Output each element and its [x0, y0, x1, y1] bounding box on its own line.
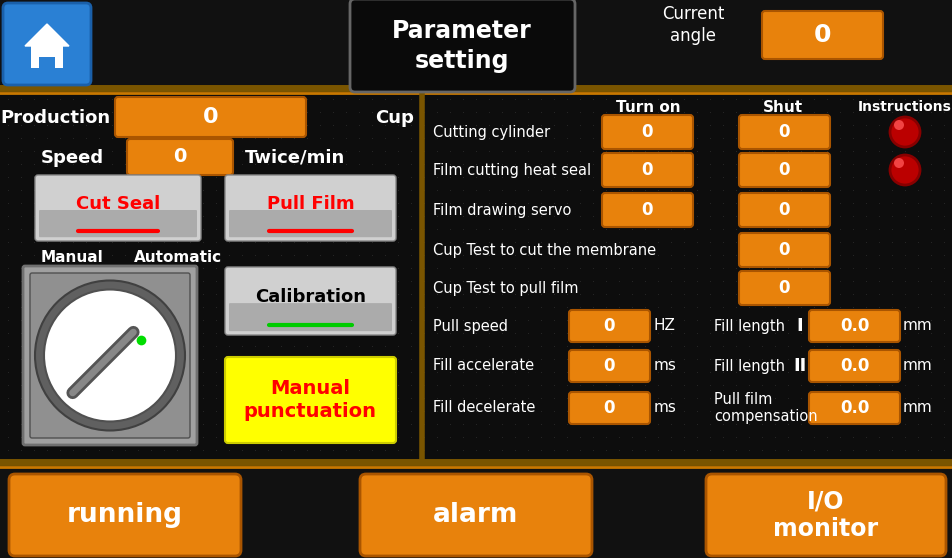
Text: Manual
punctuation: Manual punctuation — [244, 379, 376, 421]
FancyBboxPatch shape — [228, 210, 391, 237]
Text: alarm: alarm — [433, 502, 518, 528]
FancyBboxPatch shape — [39, 57, 55, 68]
FancyBboxPatch shape — [115, 97, 306, 137]
FancyBboxPatch shape — [228, 303, 391, 331]
Text: running: running — [67, 502, 183, 528]
FancyBboxPatch shape — [225, 175, 396, 241]
FancyBboxPatch shape — [9, 474, 241, 556]
Circle shape — [889, 117, 919, 147]
Text: 0: 0 — [641, 201, 652, 219]
Circle shape — [893, 158, 903, 168]
FancyBboxPatch shape — [225, 357, 396, 443]
Text: mm: mm — [902, 319, 932, 334]
Text: 0: 0 — [778, 201, 789, 219]
FancyBboxPatch shape — [3, 3, 90, 85]
Text: 0: 0 — [813, 23, 830, 47]
Text: mm: mm — [902, 358, 932, 373]
Text: 0.0: 0.0 — [839, 399, 868, 417]
Text: Automatic: Automatic — [134, 251, 222, 266]
FancyBboxPatch shape — [568, 350, 649, 382]
Text: Calibration: Calibration — [255, 288, 366, 306]
Text: 0: 0 — [778, 241, 789, 259]
Text: Pull Film: Pull Film — [267, 195, 354, 213]
Text: 0: 0 — [641, 161, 652, 179]
Circle shape — [889, 155, 919, 185]
Text: 0: 0 — [604, 317, 615, 335]
Text: Cup Test to pull film: Cup Test to pull film — [432, 281, 578, 296]
Text: Turn on: Turn on — [615, 99, 680, 114]
FancyBboxPatch shape — [738, 233, 829, 267]
Text: Manual: Manual — [41, 251, 103, 266]
Text: Production: Production — [0, 109, 109, 127]
Text: ms: ms — [653, 401, 676, 416]
Text: Instructions: Instructions — [857, 100, 951, 114]
Text: I/O
monitor: I/O monitor — [773, 489, 878, 541]
FancyBboxPatch shape — [360, 474, 591, 556]
FancyBboxPatch shape — [0, 462, 952, 558]
FancyBboxPatch shape — [738, 115, 829, 149]
Circle shape — [44, 290, 176, 421]
Text: Fill accelerate: Fill accelerate — [432, 358, 533, 373]
FancyBboxPatch shape — [705, 474, 945, 556]
Polygon shape — [25, 24, 69, 46]
Text: Pull film
compensation: Pull film compensation — [713, 392, 817, 424]
FancyBboxPatch shape — [738, 153, 829, 187]
FancyBboxPatch shape — [225, 267, 396, 335]
Text: Film drawing servo: Film drawing servo — [432, 203, 571, 218]
Text: HZ: HZ — [653, 319, 675, 334]
Text: Cup: Cup — [375, 109, 414, 127]
Text: 0.0: 0.0 — [839, 317, 868, 335]
Text: 0: 0 — [778, 161, 789, 179]
Text: Fill length: Fill length — [713, 319, 784, 334]
Text: I: I — [796, 317, 803, 335]
FancyBboxPatch shape — [808, 392, 899, 424]
FancyBboxPatch shape — [23, 266, 197, 445]
Text: 0: 0 — [778, 123, 789, 141]
Text: Speed: Speed — [40, 149, 104, 167]
Text: Cutting cylinder: Cutting cylinder — [432, 124, 549, 140]
Text: Twice/min: Twice/min — [245, 149, 345, 167]
FancyBboxPatch shape — [762, 11, 883, 59]
Text: 0: 0 — [173, 147, 187, 166]
FancyBboxPatch shape — [39, 210, 197, 237]
Text: ms: ms — [653, 358, 676, 373]
Text: Cup Test to cut the membrane: Cup Test to cut the membrane — [432, 243, 655, 257]
FancyBboxPatch shape — [602, 153, 692, 187]
FancyBboxPatch shape — [30, 273, 189, 438]
Circle shape — [35, 281, 185, 431]
FancyBboxPatch shape — [127, 139, 232, 175]
Text: Parameter
setting: Parameter setting — [391, 19, 531, 73]
FancyBboxPatch shape — [568, 392, 649, 424]
Text: 0: 0 — [641, 123, 652, 141]
Text: II: II — [793, 357, 805, 375]
FancyBboxPatch shape — [31, 46, 63, 68]
FancyBboxPatch shape — [0, 0, 952, 90]
FancyBboxPatch shape — [808, 310, 899, 342]
Text: Fill length: Fill length — [713, 358, 784, 373]
Text: Cut Seal: Cut Seal — [76, 195, 160, 213]
Text: Fill decelerate: Fill decelerate — [432, 401, 535, 416]
Text: Current
angle: Current angle — [661, 5, 724, 45]
Text: mm: mm — [902, 401, 932, 416]
FancyBboxPatch shape — [602, 115, 692, 149]
FancyBboxPatch shape — [738, 193, 829, 227]
FancyBboxPatch shape — [568, 310, 649, 342]
Text: 0: 0 — [203, 107, 218, 127]
Text: 0.0: 0.0 — [839, 357, 868, 375]
Text: 0: 0 — [778, 279, 789, 297]
Text: 0: 0 — [604, 399, 615, 417]
Circle shape — [893, 120, 903, 130]
Text: Film cutting heat seal: Film cutting heat seal — [432, 162, 590, 177]
FancyBboxPatch shape — [602, 193, 692, 227]
Text: 0: 0 — [604, 357, 615, 375]
Text: Pull speed: Pull speed — [432, 319, 507, 334]
FancyBboxPatch shape — [35, 175, 201, 241]
FancyBboxPatch shape — [349, 0, 574, 92]
Text: Shut: Shut — [763, 99, 803, 114]
FancyBboxPatch shape — [808, 350, 899, 382]
FancyBboxPatch shape — [738, 271, 829, 305]
